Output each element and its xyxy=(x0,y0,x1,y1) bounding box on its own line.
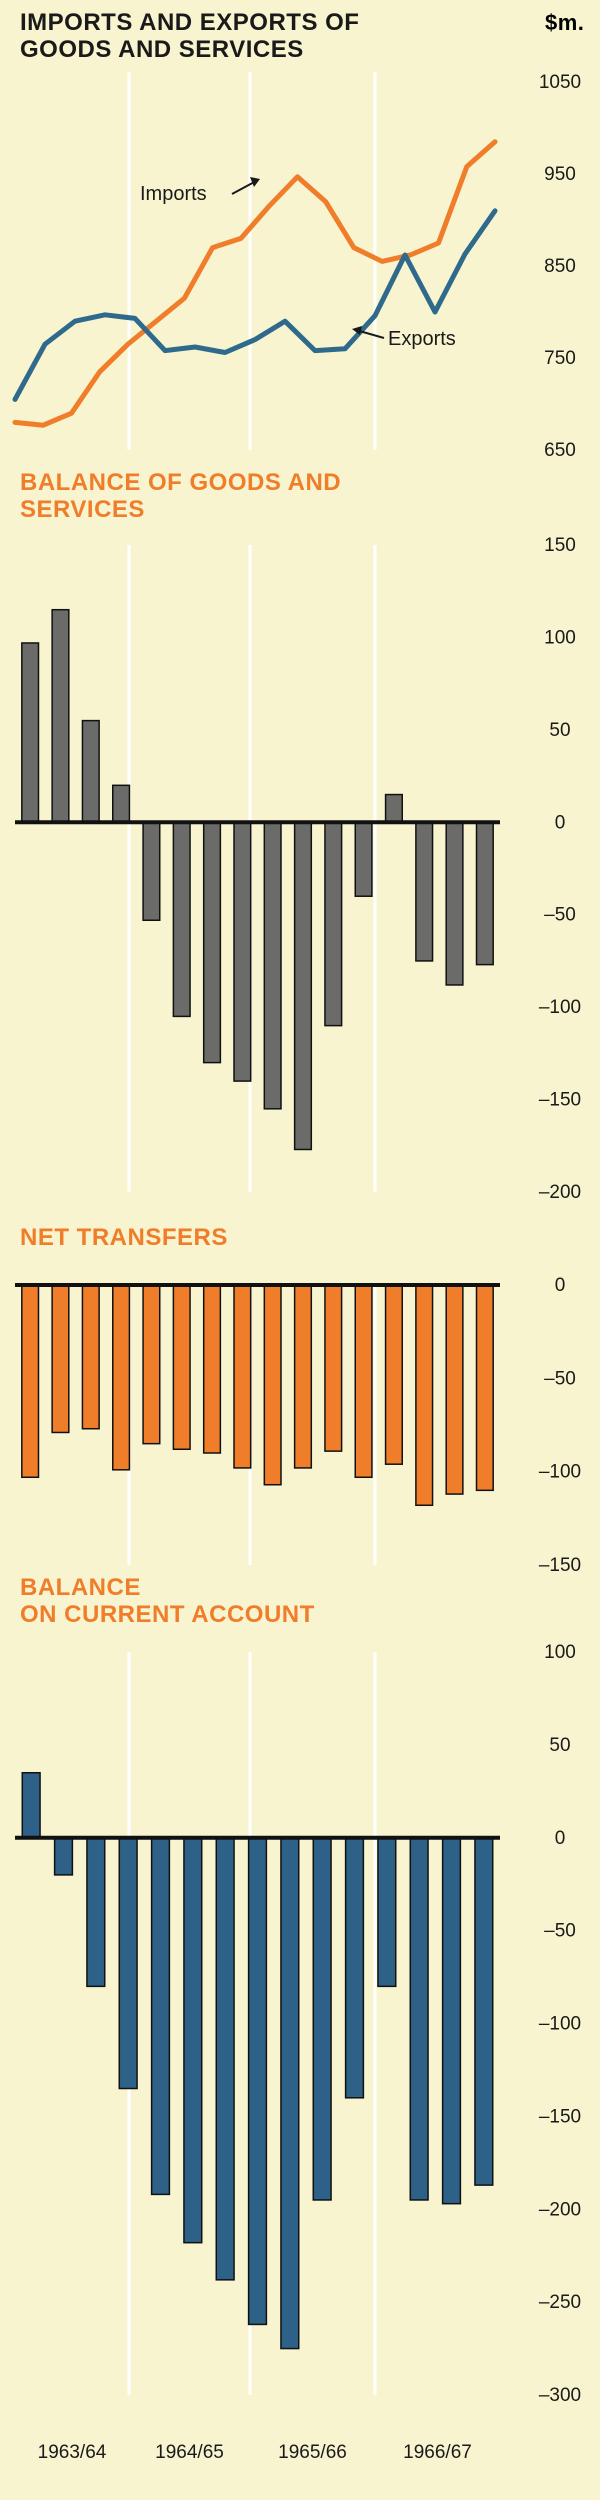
goods-services-balance-chart-title-line: BALANCE OF GOODS AND xyxy=(20,469,341,496)
imports-series-label: Imports xyxy=(140,183,207,205)
trade-chart-ytick-label: 850 xyxy=(544,256,576,277)
exports-series-label: Exports xyxy=(388,328,456,350)
goods-services-balance-chart-ytick-label: 100 xyxy=(544,627,576,648)
current-account-chart-ytick-label: –150 xyxy=(539,2106,581,2127)
current-account-chart-bar xyxy=(281,1838,299,2349)
net-transfers-chart-bar xyxy=(416,1285,433,1505)
current-account-chart-bar xyxy=(443,1838,461,2204)
goods-services-balance-chart-bar xyxy=(446,822,463,985)
goods-services-balance-chart-bar xyxy=(82,721,99,823)
net-transfers-chart-bar xyxy=(143,1285,160,1444)
net-transfers-chart-bar xyxy=(355,1285,372,1477)
net-transfers-chart-bar xyxy=(52,1285,69,1432)
current-account-chart-bar xyxy=(152,1838,170,2195)
goods-services-balance-chart-ytick-label: 0 xyxy=(555,812,566,833)
current-account-chart-title-line: ON CURRENT ACCOUNT xyxy=(20,1601,315,1628)
net-transfers-chart-bar xyxy=(325,1285,342,1451)
current-account-chart-ytick-label: –250 xyxy=(539,2292,581,2313)
x-axis-label-1964-65: 1964/65 xyxy=(155,2442,224,2463)
current-account-chart-bar xyxy=(249,1838,267,2325)
current-account-chart-ytick-label: 0 xyxy=(555,1828,566,1849)
goods-services-balance-chart-bar xyxy=(264,822,281,1109)
trade-chart-title-line: GOODS AND SERVICES xyxy=(20,36,304,63)
current-account-chart-bar xyxy=(410,1838,428,2200)
net-transfers-chart-title-line: NET TRANSFERS xyxy=(20,1224,228,1251)
net-transfers-chart-bar xyxy=(173,1285,190,1449)
x-axis-label-1966-67: 1966/67 xyxy=(403,2442,472,2463)
goods-services-balance-chart-bar xyxy=(477,822,494,964)
goods-services-balance-chart-bar xyxy=(386,795,403,823)
net-transfers-chart-bar xyxy=(446,1285,463,1494)
goods-services-balance-chart-bar xyxy=(416,822,433,961)
goods-services-balance-chart-ytick-label: –150 xyxy=(539,1090,581,1111)
current-account-chart-ytick-label: 50 xyxy=(549,1735,570,1756)
current-account-chart-bar xyxy=(378,1838,396,1987)
goods-services-balance-chart-bar xyxy=(295,822,312,1149)
net-transfers-chart-ytick-label: –100 xyxy=(539,1462,581,1483)
current-account-chart-ytick-label: 100 xyxy=(544,1642,576,1663)
net-transfers-chart-bar xyxy=(22,1285,39,1477)
goods-services-balance-chart-ytick-label: –100 xyxy=(539,997,581,1018)
goods-services-balance-chart-ytick-label: –200 xyxy=(539,1182,581,1203)
net-transfers-chart-bar xyxy=(204,1285,221,1453)
current-account-chart-bar xyxy=(313,1838,331,2200)
trade-chart-title-line: IMPORTS AND EXPORTS OF xyxy=(20,9,359,36)
current-account-chart-ytick-label: –100 xyxy=(539,2014,581,2035)
trade-chart-ytick-label: 650 xyxy=(544,440,576,461)
goods-services-balance-chart-title-line: SERVICES xyxy=(20,496,145,523)
goods-services-balance-chart-bar xyxy=(113,785,130,822)
trade-chart-ytick-label: 1050 xyxy=(539,72,581,93)
current-account-chart-bar xyxy=(346,1838,364,2098)
net-transfers-chart-bar xyxy=(264,1285,281,1485)
trade-chart-ytick-label: 750 xyxy=(544,348,576,369)
x-axis-label-1965-66: 1965/66 xyxy=(278,2442,347,2463)
net-transfers-chart-ytick-label: 0 xyxy=(555,1275,566,1296)
current-account-chart-bar xyxy=(22,1773,40,1838)
net-transfers-chart-ytick-label: –50 xyxy=(544,1368,576,1389)
goods-services-balance-chart-bar xyxy=(355,822,372,896)
current-account-chart-bar xyxy=(87,1838,105,1987)
net-transfers-chart-bar xyxy=(82,1285,99,1429)
goods-services-balance-chart-bar xyxy=(204,822,221,1062)
current-account-chart-bar xyxy=(216,1838,234,2280)
x-axis-label-1963-64: 1963/64 xyxy=(38,2442,107,2463)
current-account-chart-ytick-label: –200 xyxy=(539,2199,581,2220)
goods-services-balance-chart-bar xyxy=(173,822,190,1016)
trade-chart-ytick-label: 950 xyxy=(544,164,576,185)
net-transfers-chart-bar xyxy=(295,1285,312,1468)
current-account-chart-bar xyxy=(184,1838,202,2243)
goods-services-balance-chart-bar xyxy=(234,822,251,1081)
goods-services-balance-chart-ytick-label: 150 xyxy=(544,535,576,556)
current-account-chart-ytick-label: –300 xyxy=(539,2385,581,2406)
net-transfers-chart-bar xyxy=(477,1285,494,1490)
current-account-chart-bar xyxy=(119,1838,137,2089)
net-transfers-chart-ytick-label: –150 xyxy=(539,1555,581,1576)
current-account-chart-ytick-label: –50 xyxy=(544,1921,576,1942)
goods-services-balance-chart-bar xyxy=(52,610,69,823)
goods-services-balance-chart-ytick-label: 50 xyxy=(549,720,570,741)
goods-services-balance-chart-bar xyxy=(325,822,342,1025)
goods-services-balance-chart-bar xyxy=(22,643,39,822)
goods-services-balance-chart-bar xyxy=(143,822,160,920)
current-account-chart-title-line: BALANCE xyxy=(20,1574,141,1601)
net-transfers-chart-bar xyxy=(234,1285,251,1468)
current-account-chart-bar xyxy=(475,1838,493,2185)
net-transfers-chart-bar xyxy=(386,1285,403,1464)
current-account-chart-bar xyxy=(55,1838,73,1875)
goods-services-balance-chart-ytick-label: –50 xyxy=(544,905,576,926)
net-transfers-chart-bar xyxy=(113,1285,130,1470)
unit-label: $m. xyxy=(545,10,584,35)
